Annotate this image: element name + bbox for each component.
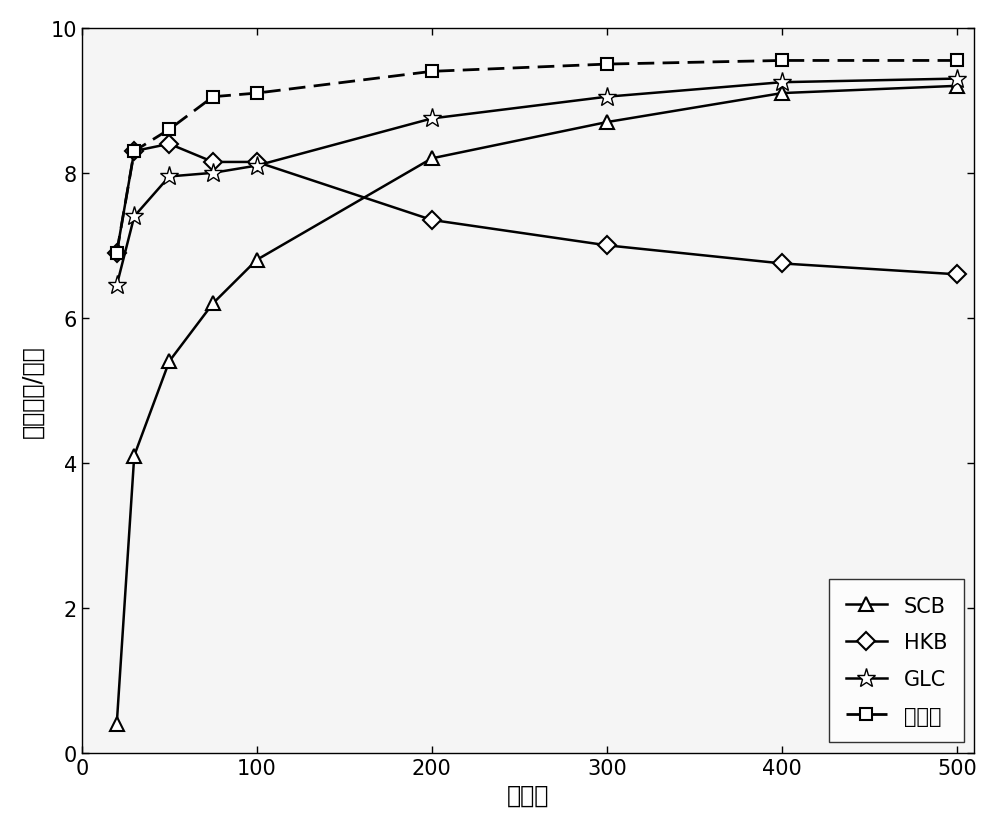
Y-axis label: 信干噪比/分贝: 信干噪比/分贝 — [21, 344, 45, 437]
SCB — [601, 118, 613, 128]
本发明 — [251, 89, 263, 99]
Legend: SCB, HKB, GLC, 本发明: SCB, HKB, GLC, 本发明 — [829, 580, 964, 743]
本发明 — [163, 125, 175, 135]
本发明 — [601, 60, 613, 70]
HKB — [951, 270, 963, 280]
HKB — [128, 147, 140, 156]
SCB — [951, 82, 963, 92]
SCB — [111, 719, 123, 729]
SCB — [207, 299, 219, 309]
HKB — [426, 216, 438, 226]
SCB — [128, 451, 140, 461]
本发明 — [776, 56, 788, 66]
GLC — [207, 169, 219, 179]
GLC — [163, 172, 175, 182]
SCB — [426, 154, 438, 164]
GLC — [951, 75, 963, 84]
本发明 — [128, 147, 140, 156]
Line: 本发明: 本发明 — [111, 55, 963, 259]
本发明 — [426, 67, 438, 77]
GLC — [128, 212, 140, 222]
本发明 — [111, 248, 123, 258]
Line: HKB: HKB — [111, 138, 963, 282]
GLC — [426, 114, 438, 124]
Line: GLC: GLC — [107, 70, 967, 296]
X-axis label: 快拍数: 快拍数 — [507, 783, 549, 807]
GLC — [601, 93, 613, 103]
GLC — [251, 161, 263, 171]
HKB — [776, 259, 788, 269]
HKB — [111, 248, 123, 258]
SCB — [163, 357, 175, 367]
HKB — [601, 241, 613, 251]
HKB — [163, 140, 175, 150]
GLC — [111, 281, 123, 291]
HKB — [207, 158, 219, 168]
HKB — [251, 158, 263, 168]
GLC — [776, 78, 788, 88]
本发明 — [207, 93, 219, 103]
SCB — [776, 89, 788, 99]
本发明 — [951, 56, 963, 66]
Line: SCB: SCB — [110, 79, 964, 731]
SCB — [251, 256, 263, 266]
